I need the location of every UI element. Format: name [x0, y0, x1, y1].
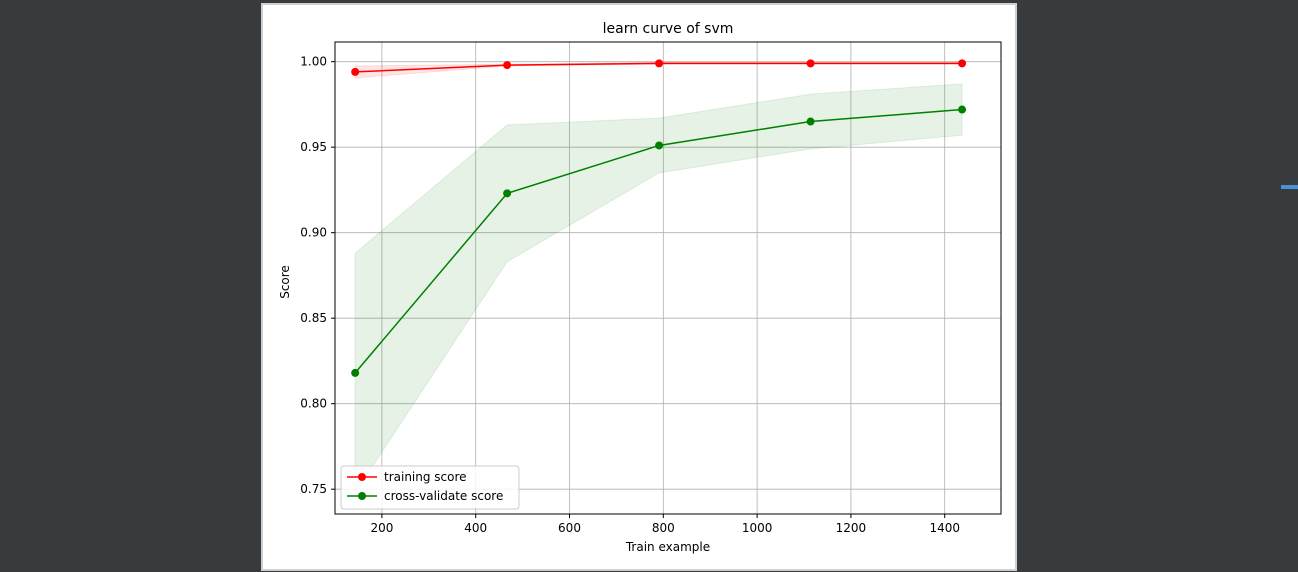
x-axis-ticks: 200 400 600 800 1000 1200 1400	[370, 514, 960, 535]
x-tick-label: 1400	[929, 521, 960, 535]
learning-curve-chart: 200 400 600 800 1000 1200 1400 0.75 0.80 0.85 0.9…	[278, 21, 1002, 554]
side-handle-marker	[1281, 185, 1298, 189]
y-tick-label: 0.90	[300, 226, 327, 240]
chart-title: learn curve of svm	[603, 21, 734, 37]
data-point-series-0	[806, 59, 815, 68]
data-point-series-1	[503, 189, 512, 198]
y-axis-label: Score	[278, 265, 292, 299]
legend-label-cross-validate: cross-validate score	[384, 489, 503, 503]
y-axis-ticks: 0.75 0.80 0.85 0.90 0.95 1.00	[300, 55, 335, 496]
series-points	[351, 59, 967, 377]
x-tick-label: 200	[370, 521, 393, 535]
legend-marker-training	[358, 473, 366, 481]
legend-label-training: training score	[384, 470, 467, 484]
x-tick-label: 800	[652, 521, 675, 535]
data-point-series-0	[958, 59, 967, 68]
data-point-series-0	[351, 67, 360, 76]
data-point-series-1	[958, 105, 967, 114]
data-point-series-0	[503, 61, 512, 70]
std-band-series-1	[354, 83, 963, 495]
grid-lines	[335, 42, 1001, 514]
legend-box	[340, 465, 520, 510]
y-tick-label: 0.80	[300, 397, 327, 411]
data-point-series-0	[655, 59, 664, 68]
x-tick-label: 400	[464, 521, 487, 535]
y-tick-label: 0.75	[300, 482, 327, 496]
x-axis-label: Train example	[625, 540, 710, 554]
legend: training score cross-validate score	[340, 465, 520, 510]
y-tick-label: 1.00	[300, 55, 327, 69]
std-bands	[354, 62, 963, 495]
legend-marker-cross-validate	[358, 492, 366, 500]
data-point-series-1	[655, 141, 664, 150]
axes-frame	[334, 41, 1002, 515]
figure-frame: 200 400 600 800 1000 1200 1400 0.75 0.80 0.85 0.9…	[261, 3, 1017, 571]
x-tick-label: 1000	[742, 521, 773, 535]
x-tick-label: 1200	[836, 521, 867, 535]
data-point-series-1	[806, 117, 815, 126]
data-point-series-1	[351, 368, 360, 377]
y-tick-label: 0.95	[300, 140, 327, 154]
y-tick-label: 0.85	[300, 311, 327, 325]
x-tick-label: 600	[558, 521, 581, 535]
